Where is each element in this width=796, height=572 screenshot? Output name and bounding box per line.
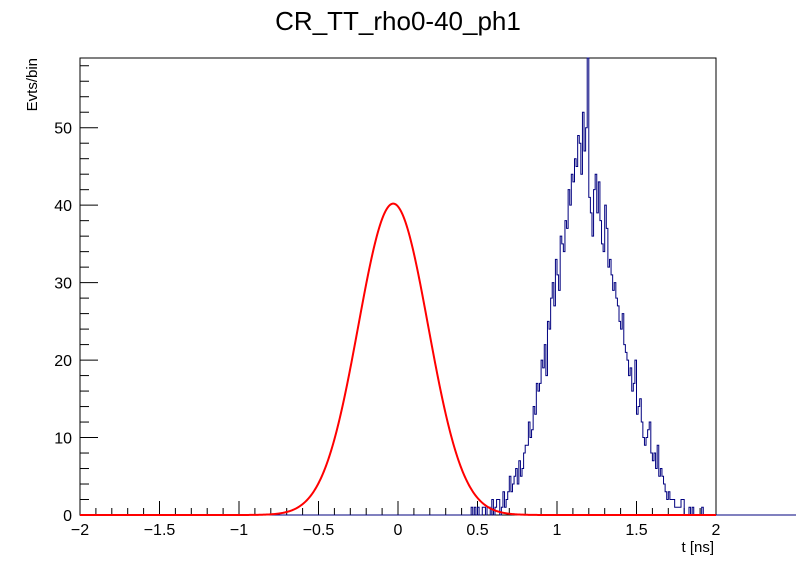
x-tick-label: −0.5 [303, 522, 335, 539]
histogram-layer [80, 57, 796, 516]
plot-frame [79, 57, 717, 516]
y-tick-label: 20 [54, 353, 72, 370]
x-tick-label: 1 [553, 522, 562, 539]
x-tick-label: 2 [712, 522, 721, 539]
y-tick-label: 30 [54, 276, 72, 293]
x-axis-title: t [ns] [681, 539, 714, 556]
fit-layer [80, 202, 716, 516]
x-tick-label: −1.5 [144, 522, 176, 539]
y-tick-label: 50 [54, 121, 72, 138]
y-tick-label: 10 [54, 431, 72, 448]
histogram-series [80, 57, 796, 516]
x-tick-label: 1.5 [625, 522, 647, 539]
x-tick-label: −2 [71, 522, 89, 539]
chart-title: CR_TT_rho0-40_ph1 [275, 6, 521, 36]
frame [79, 57, 717, 516]
y-tick-label: 40 [54, 198, 72, 215]
x-tick-label: 0.5 [466, 522, 488, 539]
y-axis-title: Evts/bin [24, 58, 41, 111]
x-tick-label: −1 [230, 522, 248, 539]
x-axis: −2 −1.5 −1 −0.5 0 0.5 1 1.5 2 [71, 501, 721, 539]
y-tick-label: 0 [63, 508, 72, 525]
fit-curve [80, 202, 716, 516]
x-tick-label: 0 [394, 522, 403, 539]
y-axis: 0 10 20 30 40 50 [54, 65, 98, 525]
